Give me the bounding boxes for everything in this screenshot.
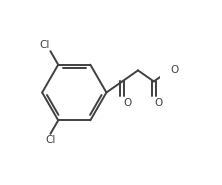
Text: O: O (155, 98, 163, 108)
Text: Cl: Cl (46, 135, 56, 145)
Text: O: O (123, 98, 131, 108)
Text: Cl: Cl (39, 40, 50, 50)
Text: O: O (170, 65, 178, 75)
